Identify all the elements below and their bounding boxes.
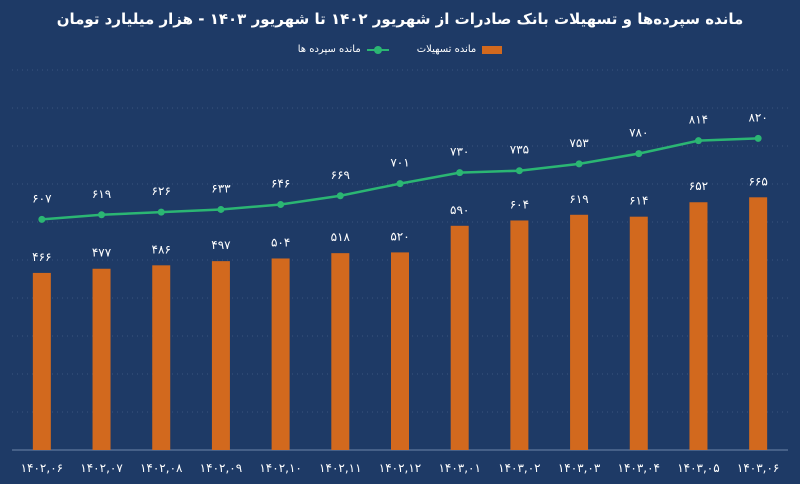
bar-label: ۵۰۴ <box>271 235 290 249</box>
x-tick-label: ۱۴۰۲,۰۸ <box>140 461 183 475</box>
bar <box>331 253 350 450</box>
x-tick-label: ۱۴۰۲,۱۱ <box>319 461 362 475</box>
bar-label: ۶۱۹ <box>569 192 588 206</box>
line-label: ۸۲۰ <box>748 110 767 124</box>
bar-label: ۴۷۷ <box>92 246 112 260</box>
legend-label-line: مانده سپرده ها <box>297 44 361 55</box>
line-point <box>456 169 464 177</box>
line-point <box>694 137 702 145</box>
line-point <box>396 180 404 188</box>
legend-item-bars: مانده تسهیلات <box>417 44 503 55</box>
x-tick-label: ۱۴۰۲,۰۶ <box>21 461 64 475</box>
x-tick-label: ۱۴۰۳,۰۵ <box>677 461 720 475</box>
bar-label: ۴۶۶ <box>32 250 51 264</box>
bar <box>570 214 589 450</box>
line-point <box>575 160 583 168</box>
bar <box>450 225 469 450</box>
x-tick-label: ۱۴۰۳,۰۶ <box>737 461 780 475</box>
bar <box>749 197 768 450</box>
chart-title: مانده سپرده‌ها و تسهیلات بانک صادرات از … <box>56 10 744 28</box>
bar-label: ۴۸۶ <box>152 242 171 256</box>
line-point <box>336 192 344 200</box>
line-label: ۶۲۶ <box>152 184 171 198</box>
line-label: ۶۰۷ <box>32 191 52 205</box>
legend-swatch-line <box>366 45 389 54</box>
line-label: ۷۸۰ <box>629 126 648 140</box>
bar <box>271 258 290 450</box>
bar <box>32 272 51 450</box>
legend-swatch-bars <box>482 45 503 54</box>
bar <box>510 220 529 450</box>
line-label: ۶۶۹ <box>331 168 350 182</box>
bar-label: ۵۱۸ <box>331 230 351 244</box>
line-series <box>41 137 759 221</box>
line-label: ۷۰۱ <box>390 156 409 170</box>
line-label: ۶۱۹ <box>92 187 111 201</box>
x-tick-label: ۱۴۰۳,۰۴ <box>618 461 661 475</box>
x-tick-label: ۱۴۰۳,۰۳ <box>558 461 601 475</box>
x-tick-label: ۱۴۰۲,۱۲ <box>379 461 422 475</box>
line-point <box>38 215 46 223</box>
line-label: ۷۳۰ <box>450 145 469 159</box>
bar-label: ۵۲۰ <box>390 229 409 243</box>
line-label: ۷۵۳ <box>569 136 589 150</box>
bar <box>152 265 171 450</box>
x-tick-label: ۱۴۰۲,۱۰ <box>259 461 302 475</box>
bar-label: ۶۵۲ <box>689 179 708 193</box>
line-point <box>754 134 762 142</box>
line-point <box>635 150 643 158</box>
line-label: ۶۴۶ <box>271 177 290 191</box>
bar <box>629 216 648 450</box>
line-point <box>515 167 523 175</box>
line-point <box>277 201 285 209</box>
x-tick-label: ۱۴۰۲,۰۹ <box>200 461 243 475</box>
bar <box>689 202 708 450</box>
line-point <box>157 208 165 216</box>
x-tick-label: ۱۴۰۳,۰۲ <box>498 461 541 475</box>
bar <box>391 252 409 450</box>
bar <box>92 268 111 450</box>
legend-item-line: مانده سپرده ها <box>298 44 389 55</box>
bar-label: ۵۹۰ <box>450 203 469 217</box>
line-label: ۶۳۳ <box>211 181 231 195</box>
line-point <box>217 205 225 213</box>
bar-label: ۴۹۷ <box>211 238 231 252</box>
bar-label: ۶۱۴ <box>629 194 648 208</box>
legend-label-bars: مانده تسهیلات <box>416 44 477 55</box>
bar-label: ۶۶۵ <box>748 174 767 188</box>
x-tick-label: ۱۴۰۳,۰۱ <box>438 461 481 475</box>
x-tick-label: ۱۴۰۲,۰۷ <box>80 461 123 475</box>
line-point <box>98 211 106 219</box>
line-label: ۸۱۴ <box>689 113 708 127</box>
line-label: ۷۳۵ <box>510 143 529 157</box>
legend: مانده تسهیلات مانده سپرده ها <box>0 44 800 55</box>
bar <box>211 261 230 450</box>
bar-label: ۶۰۴ <box>510 197 529 211</box>
